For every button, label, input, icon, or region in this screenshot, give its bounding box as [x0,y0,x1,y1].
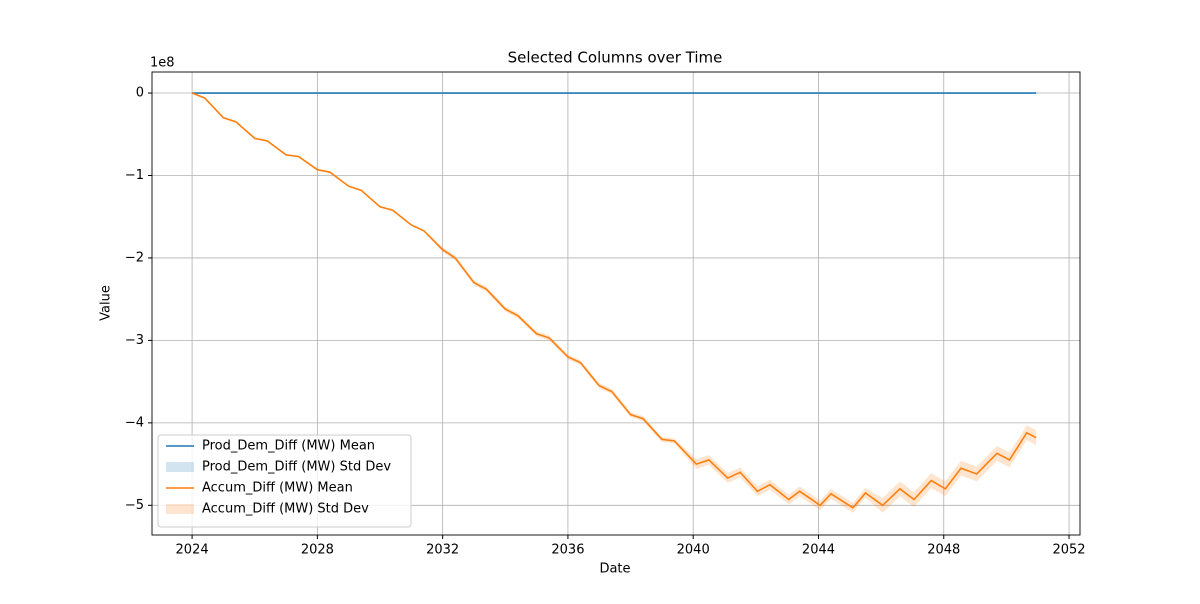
y-tick-label: −5 [125,498,144,513]
legend-swatch [166,504,194,514]
y-offset-label: 1e8 [150,56,175,71]
x-tick-label: 2040 [677,543,710,558]
legend-swatch [166,462,194,472]
x-tick-label: 2044 [802,543,835,558]
x-tick-label: 2048 [927,543,960,558]
line [191,92,1037,509]
legend-label: Prod_Dem_Diff (MW) Std Dev [202,460,391,475]
chart-title: Selected Columns over Time [508,49,723,67]
x-tick-label: 2032 [426,543,459,558]
x-axis-label: Date [599,562,630,577]
y-tick-label: −2 [125,250,144,265]
x-tick-label: 2036 [551,543,584,558]
y-tick-label: −3 [125,333,144,348]
plot-frame [151,71,1081,536]
legend-label: Accum_Diff (MW) Mean [202,481,353,496]
legend-box [157,434,412,528]
legend-label: Prod_Dem_Diff (MW) Mean [202,439,375,454]
legend-label: Accum_Diff (MW) Std Dev [202,502,369,517]
x-tick-label: 2052 [1052,543,1085,558]
y-tick-label: 0 [136,86,144,101]
y-axis-label: Value [99,285,114,321]
y-tick-label: −1 [125,168,144,183]
x-tick-label: 2024 [176,543,209,558]
x-tick-label: 2028 [301,543,334,558]
y-tick-label: −4 [125,415,144,430]
